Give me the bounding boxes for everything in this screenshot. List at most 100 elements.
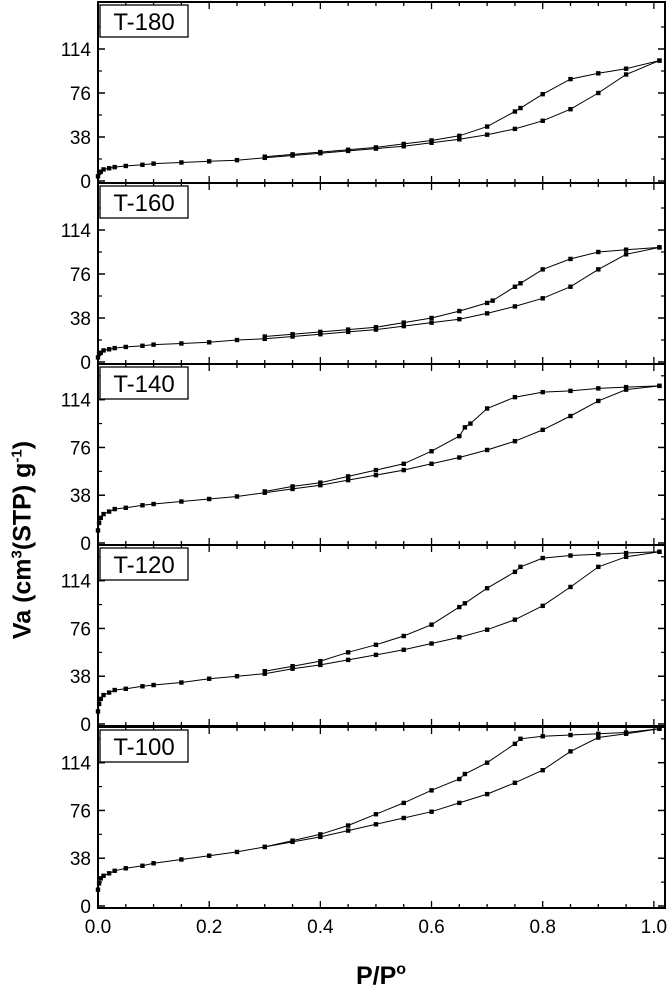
y-tick-label: 76 [70, 84, 91, 105]
data-point [373, 812, 379, 817]
x-tick-label: 0.8 [529, 917, 555, 938]
data-point [596, 267, 601, 272]
data-point [140, 863, 145, 868]
data-point [623, 550, 629, 556]
data-point [568, 388, 573, 394]
data-point [490, 298, 495, 303]
data-point [123, 163, 128, 169]
data-point [151, 501, 156, 507]
y-tick-label: 0 [80, 715, 91, 736]
data-point [596, 735, 601, 740]
data-point [373, 145, 379, 150]
data-point [401, 647, 406, 653]
panel-label-box [99, 547, 189, 581]
panel-label-box [99, 366, 189, 400]
y-tick-label: 114 [61, 221, 92, 242]
data-point [540, 118, 545, 123]
adsorption-series [95, 383, 662, 533]
data-point [568, 256, 573, 262]
data-point [512, 438, 518, 444]
data-point [512, 617, 518, 622]
x-tick-label: 0.6 [418, 917, 444, 938]
data-point [457, 308, 462, 314]
data-point [179, 160, 184, 165]
data-point [234, 337, 240, 343]
data-point [657, 726, 662, 731]
data-point [98, 169, 103, 174]
desorption-series [262, 549, 662, 674]
data-point [540, 91, 545, 97]
y-axis-title: Va (cm3(STP) g-1) [8, 440, 37, 640]
data-point [373, 642, 379, 647]
desorption-series [262, 245, 662, 339]
data-point [540, 768, 545, 773]
data-point [345, 657, 351, 663]
data-point [401, 461, 406, 466]
data-point [429, 641, 434, 646]
data-point [318, 834, 323, 840]
data-point [98, 876, 103, 881]
data-point [318, 332, 323, 337]
data-point [457, 635, 462, 640]
data-point [234, 494, 240, 499]
data-point [568, 749, 573, 754]
y-tick-label: 76 [70, 265, 91, 286]
data-point [429, 461, 434, 466]
data-point [345, 327, 351, 332]
data-point [568, 284, 573, 289]
y-tick-label: 0 [80, 353, 91, 374]
series-line [264, 246, 660, 337]
data-point [623, 66, 629, 71]
data-point [512, 126, 518, 132]
data-point [123, 686, 128, 691]
data-point [262, 844, 267, 850]
y-tick-label: 114 [61, 391, 92, 412]
series-line [264, 60, 660, 158]
data-point [179, 499, 184, 504]
data-point [290, 152, 295, 157]
data-point [140, 503, 145, 508]
panel-t-120: 0 38 76 114 T-120 [61, 544, 666, 736]
data-point [98, 515, 103, 521]
data-point [206, 340, 212, 345]
series-line [264, 728, 660, 848]
data-point [484, 586, 490, 591]
data-point [596, 90, 601, 96]
data-point [234, 157, 240, 163]
data-point [462, 771, 468, 777]
data-point [596, 386, 601, 391]
data-point [234, 849, 240, 855]
data-point [401, 467, 406, 473]
x-tick-label: 0.2 [196, 917, 222, 938]
data-point [429, 320, 434, 325]
data-point [596, 731, 601, 736]
data-point [568, 732, 573, 738]
data-point [457, 433, 462, 439]
data-point [512, 284, 518, 289]
data-point [345, 828, 351, 833]
y-tick-label: 38 [70, 486, 91, 507]
data-point [540, 734, 545, 739]
data-point [457, 776, 462, 782]
data-point [179, 857, 184, 862]
data-point [401, 633, 406, 639]
data-point [98, 696, 103, 702]
data-point [623, 72, 629, 77]
data-point [429, 138, 434, 143]
data-point [101, 348, 106, 353]
data-point [457, 604, 462, 610]
data-point [457, 316, 462, 322]
desorption-series [262, 726, 662, 850]
panel-label: T-160 [113, 190, 174, 217]
data-point [401, 323, 406, 329]
data-point [518, 281, 523, 286]
data-point [484, 311, 490, 316]
data-point [151, 861, 156, 866]
y-tick-label: 114 [61, 572, 92, 593]
data-point [179, 341, 184, 346]
data-point [429, 140, 434, 145]
data-point [540, 389, 545, 395]
data-point [623, 554, 629, 559]
plot-frame [97, 726, 666, 909]
